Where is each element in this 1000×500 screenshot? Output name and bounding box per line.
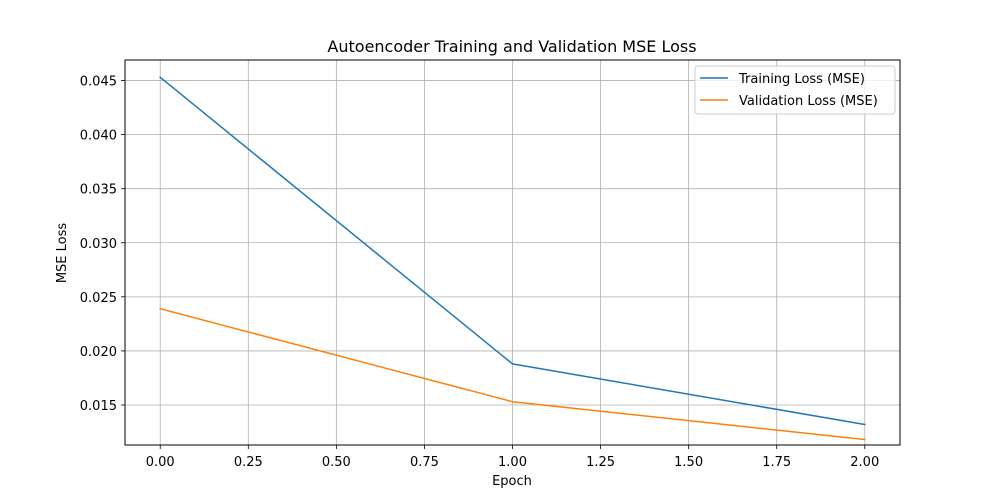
y-tick-label: 0.045 bbox=[80, 75, 117, 90]
y-axis-ticks: 0.015 0.020 0.025 0.030 0.035 0.040 0.045 bbox=[80, 75, 125, 414]
y-tick-label: 0.020 bbox=[80, 345, 117, 360]
legend: Training Loss (MSE) Validation Loss (MSE… bbox=[694, 65, 896, 115]
chart-title: Autoencoder Training and Validation MSE … bbox=[327, 37, 696, 56]
x-axis-label: Epoch bbox=[492, 474, 532, 489]
y-tick-label: 0.015 bbox=[80, 399, 117, 414]
grid bbox=[125, 60, 900, 445]
x-tick-label: 0.25 bbox=[234, 455, 263, 470]
validation-loss-line bbox=[159, 307, 866, 441]
x-tick-label: 2.00 bbox=[850, 455, 879, 470]
x-tick-label: 0.75 bbox=[410, 455, 439, 470]
y-tick-label: 0.035 bbox=[80, 183, 117, 198]
x-tick-label: 1.00 bbox=[498, 455, 527, 470]
y-tick-label: 0.040 bbox=[80, 129, 117, 144]
legend-box bbox=[694, 65, 896, 115]
y-axis-label: MSE Loss bbox=[55, 223, 70, 284]
x-tick-label: 1.50 bbox=[674, 455, 703, 470]
x-tick-label: 0.00 bbox=[146, 455, 175, 470]
legend-label-training: Training Loss (MSE) bbox=[738, 72, 865, 87]
y-tick-label: 0.025 bbox=[80, 291, 117, 306]
training-loss-line bbox=[159, 76, 866, 426]
x-axis-ticks: 0.00 0.25 0.50 0.75 1.00 1.25 1.50 1.75 2.00 bbox=[146, 445, 879, 470]
legend-label-validation: Validation Loss (MSE) bbox=[739, 94, 878, 109]
x-tick-label: 0.50 bbox=[322, 455, 351, 470]
x-tick-label: 1.75 bbox=[762, 455, 791, 470]
series-lines bbox=[159, 76, 866, 441]
x-tick-label: 1.25 bbox=[586, 455, 615, 470]
y-tick-label: 0.030 bbox=[80, 237, 117, 252]
